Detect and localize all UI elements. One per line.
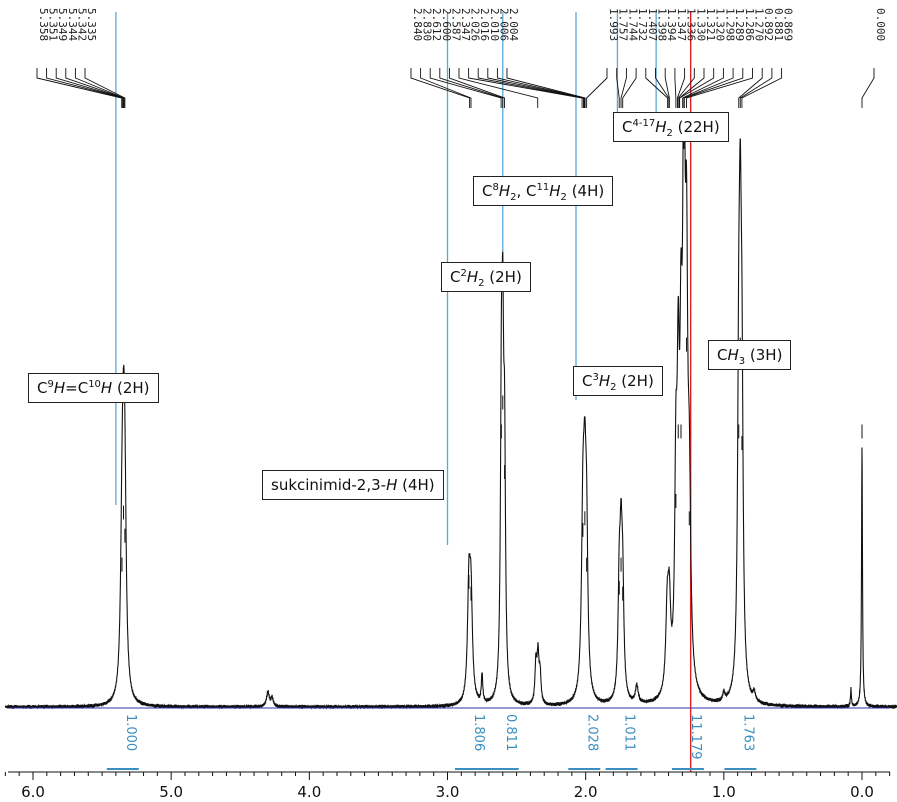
spectrum-trace: [4, 119, 897, 710]
x-tick-label: 5.0: [159, 783, 183, 801]
peak-shift-label: 1.289: [733, 8, 746, 41]
peak-connector: [861, 68, 875, 108]
integral-value: 1.011: [622, 714, 637, 751]
peak-connector: [55, 68, 124, 108]
peak-shift-label: 0.869: [782, 8, 795, 41]
integral-value: 1.000: [123, 714, 138, 751]
integral-value: 11.179: [688, 714, 703, 760]
peak-shift-label: 5.335: [85, 8, 98, 41]
peak-shift-label: 2.004: [507, 8, 520, 41]
peak-connector: [674, 68, 677, 108]
integral-value: 1.806: [471, 714, 486, 751]
integral-value: 0.811: [503, 714, 518, 751]
annotation-olefin: C9H=C10H (2H): [28, 373, 159, 403]
peak-connector: [676, 68, 686, 108]
annotation-c4-17: C4-17H2 (22H): [613, 112, 729, 142]
peak-connector: [664, 68, 670, 108]
peak-connector: [84, 68, 126, 108]
peak-shift-label: 2.600: [440, 8, 453, 41]
peak-connector: [410, 68, 471, 108]
peak-shift-label: 2.016: [478, 8, 491, 41]
x-tick-label: 0.0: [850, 783, 874, 801]
peak-shift-label: 5.344: [66, 8, 79, 41]
peak-connector: [738, 68, 763, 108]
x-tick-label: 3.0: [436, 783, 460, 801]
peak-connector: [683, 68, 744, 108]
peak-shift-label: 1.732: [636, 8, 649, 41]
peak-connector: [739, 68, 773, 108]
peak-shift-label: 2.026: [469, 8, 482, 41]
peak-shift-label: 1.394: [665, 8, 678, 41]
peak-shift-label: 1.320: [714, 8, 727, 41]
annotation-ch3: CH3 (3H): [708, 340, 792, 370]
peak-connector: [458, 68, 539, 108]
peak-shift-label: 1.993: [607, 8, 620, 41]
peak-shift-label: 1.321: [704, 8, 717, 41]
peak-connector: [655, 68, 670, 108]
x-tick-label: 1.0: [712, 783, 736, 801]
peak-shift-label: 1.330: [694, 8, 707, 41]
peak-connector: [36, 68, 123, 108]
integral-value: 1.763: [740, 714, 755, 751]
annotation-c3h2: C3H2 (2H): [573, 366, 663, 396]
peak-connector: [679, 68, 715, 108]
peak-shift-label: 2.006: [497, 8, 510, 41]
peak-connector: [616, 68, 620, 108]
peak-connector: [620, 68, 627, 108]
peak-connector: [496, 68, 586, 108]
peak-connector: [439, 68, 504, 108]
peak-connector: [448, 68, 506, 108]
peak-shift-label: 2.840: [411, 8, 424, 41]
peak-shift-label: 1.286: [743, 8, 756, 41]
peak-shift-label: 5.358: [37, 8, 50, 41]
x-tick-label: 4.0: [297, 783, 321, 801]
annotation-c2h2: C2H2 (2H): [441, 262, 531, 292]
peak-shift-label: 1.347: [675, 8, 688, 41]
peak-shift-label: 1.298: [723, 8, 736, 41]
peak-shift-label: 1.744: [626, 8, 639, 41]
x-tick-label: 2.0: [574, 783, 598, 801]
integral-marks: 1.000 1.806 0.811 2.028 1.011 11.179 1.763: [106, 714, 757, 770]
peak-connector: [622, 68, 637, 108]
peak-shift-label: 1.270: [753, 8, 766, 41]
peak-shift-label: 1.398: [656, 8, 669, 41]
x-tick-label: 6.0: [21, 783, 45, 801]
peak-shift-label: 5.349: [56, 8, 69, 41]
peak-connector: [65, 68, 125, 108]
annotation-c8-c11: C8H2, C11H2 (4H): [473, 176, 614, 206]
peak-shift-label: 2.587: [449, 8, 462, 41]
spectrum-line: [4, 119, 897, 710]
x-axis: 6.0 5.0 4.0 3.0 2.0 1.0 0.0: [4, 771, 891, 801]
peak-connector: [487, 68, 585, 108]
annotation-succinimide: sukcinimid-2,3-H (4H): [262, 470, 444, 500]
peak-shift-label: 5.342: [75, 8, 88, 41]
peak-connector: [477, 68, 584, 108]
peak-connector: [677, 68, 695, 108]
peak-shift-label: 1.336: [685, 8, 698, 41]
peak-shift-label: 2.830: [421, 8, 434, 41]
peak-connector: [679, 68, 705, 108]
peak-connector: [686, 68, 753, 108]
peak-connector: [429, 68, 502, 108]
peak-connector: [682, 68, 724, 108]
peak-shift-label: 0.000: [874, 8, 887, 41]
peak-connector: [420, 68, 472, 108]
peak-shift-label: 1.407: [646, 8, 659, 41]
peak-connector: [741, 68, 783, 108]
peak-connector: [74, 68, 125, 108]
peak-connector: [506, 68, 586, 108]
peak-shift-label: 0.892: [762, 8, 775, 41]
peak-shift-label: 0.881: [772, 8, 785, 41]
peak-shift-label: 2.612: [430, 8, 443, 41]
peak-shift-label: 2.347: [459, 8, 472, 41]
peak-shift-label: 2.010: [488, 8, 501, 41]
peak-connector: [586, 68, 608, 108]
peak-shift-label: 1.757: [617, 8, 630, 41]
peak-connector: [645, 68, 669, 108]
peak-connector: [468, 68, 583, 108]
integral-value: 2.028: [584, 714, 599, 751]
peak-shift-label: 5.351: [47, 8, 60, 41]
